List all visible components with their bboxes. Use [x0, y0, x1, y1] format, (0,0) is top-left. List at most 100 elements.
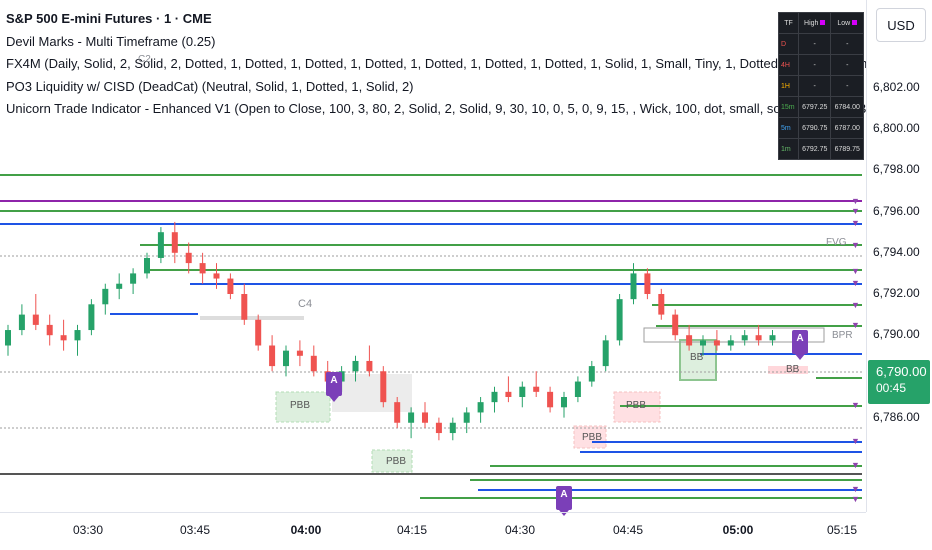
candle	[32, 294, 39, 331]
devil-mark-icon: ▼	[851, 300, 860, 310]
candle	[283, 345, 289, 377]
tf-row: 1m 6792.75 6789.75	[778, 138, 864, 160]
candle	[547, 386, 554, 413]
candle	[199, 252, 206, 284]
low-header: Low	[830, 12, 864, 34]
candle	[435, 417, 442, 441]
price-tick: 6,800.00	[873, 121, 920, 136]
tf-name: 1H	[778, 75, 799, 97]
devil-mark-icon: ▼	[851, 240, 860, 250]
signal-marker-3[interactable]: A	[556, 486, 572, 516]
signal-marker-2[interactable]: A	[792, 330, 808, 360]
candle	[616, 294, 623, 346]
bar-countdown: 00:45	[876, 381, 907, 395]
candle	[588, 360, 595, 387]
time-axis[interactable]: 03:30 03:45 04:00 04:15 04:30 04:45 05:00 05:15	[0, 512, 866, 550]
candle	[144, 252, 150, 279]
tf-high: 6792.75	[797, 138, 832, 160]
bb-label-2: BB	[786, 364, 800, 375]
time-tick: 04:30	[504, 523, 536, 537]
devil-mark-icon: ▼	[851, 460, 860, 470]
time-tick: 05:00	[722, 523, 754, 537]
candle	[658, 288, 665, 320]
devil-mark-icon: ▼	[851, 320, 860, 330]
pbb-label-2: PBB	[386, 456, 407, 467]
candle	[533, 371, 540, 397]
candle	[60, 319, 67, 351]
candle	[491, 386, 498, 413]
candle	[269, 335, 276, 372]
tf-row: 5m 6790.75 6787.00	[778, 117, 864, 139]
candle	[408, 407, 415, 439]
candle	[574, 376, 581, 403]
candle	[727, 335, 734, 351]
indicator-unicorn[interactable]: Unicorn Trade Indicator - Enhanced V1 (O…	[6, 101, 866, 116]
candle	[241, 283, 248, 325]
tf-name: 15m	[778, 96, 799, 118]
bpr-box	[643, 327, 825, 343]
candle	[296, 340, 303, 367]
fvg-box	[200, 316, 304, 320]
red-zone	[768, 366, 808, 374]
tf-name: 5m	[778, 117, 799, 139]
time-tick: 05:15	[826, 523, 858, 537]
candle	[227, 273, 234, 300]
tf-low: 6784.00	[830, 96, 864, 118]
candle	[686, 324, 693, 351]
indicator-devil-marks[interactable]: Devil Marks - Multi Timeframe (0.25)	[6, 33, 216, 49]
tf-row: 15m 6797.25 6784.00	[778, 96, 864, 118]
candle	[18, 304, 25, 336]
chart-canvas[interactable]	[0, 0, 866, 512]
current-price-label: 6,790.00 00:45	[868, 360, 930, 404]
price-tick: 6,798.00	[873, 162, 920, 177]
indicator-fx4m[interactable]: FX4M (Daily, Solid, 2, Solid, 2, Dotted,…	[6, 56, 866, 71]
candle	[561, 391, 567, 418]
symbol-title[interactable]: S&P 500 E-mini Futures · 1 · CME	[6, 11, 212, 26]
tf-row: D--	[778, 33, 864, 55]
candle	[505, 376, 512, 403]
tf-name: 4H	[778, 54, 799, 76]
candle	[46, 314, 53, 346]
candle	[769, 330, 776, 346]
candle	[130, 268, 137, 294]
candle	[185, 242, 192, 274]
candle	[519, 381, 526, 408]
tf-header: TF	[778, 12, 799, 34]
price-axis[interactable]: 6,802.00 6,800.00 6,798.00 6,796.00 6,794.00…	[866, 0, 932, 512]
pbb-box-2	[371, 449, 413, 473]
candle	[116, 273, 123, 300]
time-tick: 04:00	[290, 523, 322, 537]
candle	[213, 263, 220, 289]
tf-low: 6787.00	[830, 117, 864, 139]
indicator-po3[interactable]: PO3 Liquidity w/ CISD (DeadCat) (Neutral…	[6, 78, 414, 94]
candle	[380, 366, 387, 408]
chart-pane[interactable]: S&P 500 E-mini Futures · 1 · CME Devil M…	[0, 0, 866, 516]
devil-mark-icon: ▼	[851, 218, 860, 228]
current-price: 6,790.00	[876, 364, 927, 379]
tf-high: -	[797, 33, 832, 55]
tf-high: 6797.25	[797, 96, 832, 118]
currency-button[interactable]: USD	[876, 8, 926, 42]
candle	[713, 330, 720, 351]
indicator-legend: S&P 500 E-mini Futures · 1 · CME Devil M…	[6, 8, 866, 121]
tf-low: -	[830, 33, 864, 55]
high-header: High	[797, 12, 832, 34]
pbb-box-1	[275, 391, 331, 423]
bb-box	[679, 339, 717, 381]
timeframe-table: TF High Low D - -4H - -1H - -15m 6797.25 6784.00…	[778, 12, 864, 160]
devil-mark-icon: ▼	[851, 494, 860, 504]
tf-high: -	[797, 75, 832, 97]
devil-mark-icon: ▼	[851, 206, 860, 216]
signal-marker-1[interactable]: A	[326, 372, 342, 402]
candle	[477, 397, 484, 423]
time-tick: 04:15	[396, 523, 428, 537]
devil-mark-icon: ▼	[851, 196, 860, 206]
tf-low: -	[830, 54, 864, 76]
candle	[449, 417, 456, 441]
time-tick: 03:30	[72, 523, 104, 537]
candle	[74, 324, 81, 356]
devil-mark-icon: ▼	[851, 278, 860, 288]
price-tick: 6,786.00	[873, 409, 920, 424]
tf-name: 1m	[778, 138, 799, 160]
price-tick: 6,790.00	[873, 327, 920, 342]
